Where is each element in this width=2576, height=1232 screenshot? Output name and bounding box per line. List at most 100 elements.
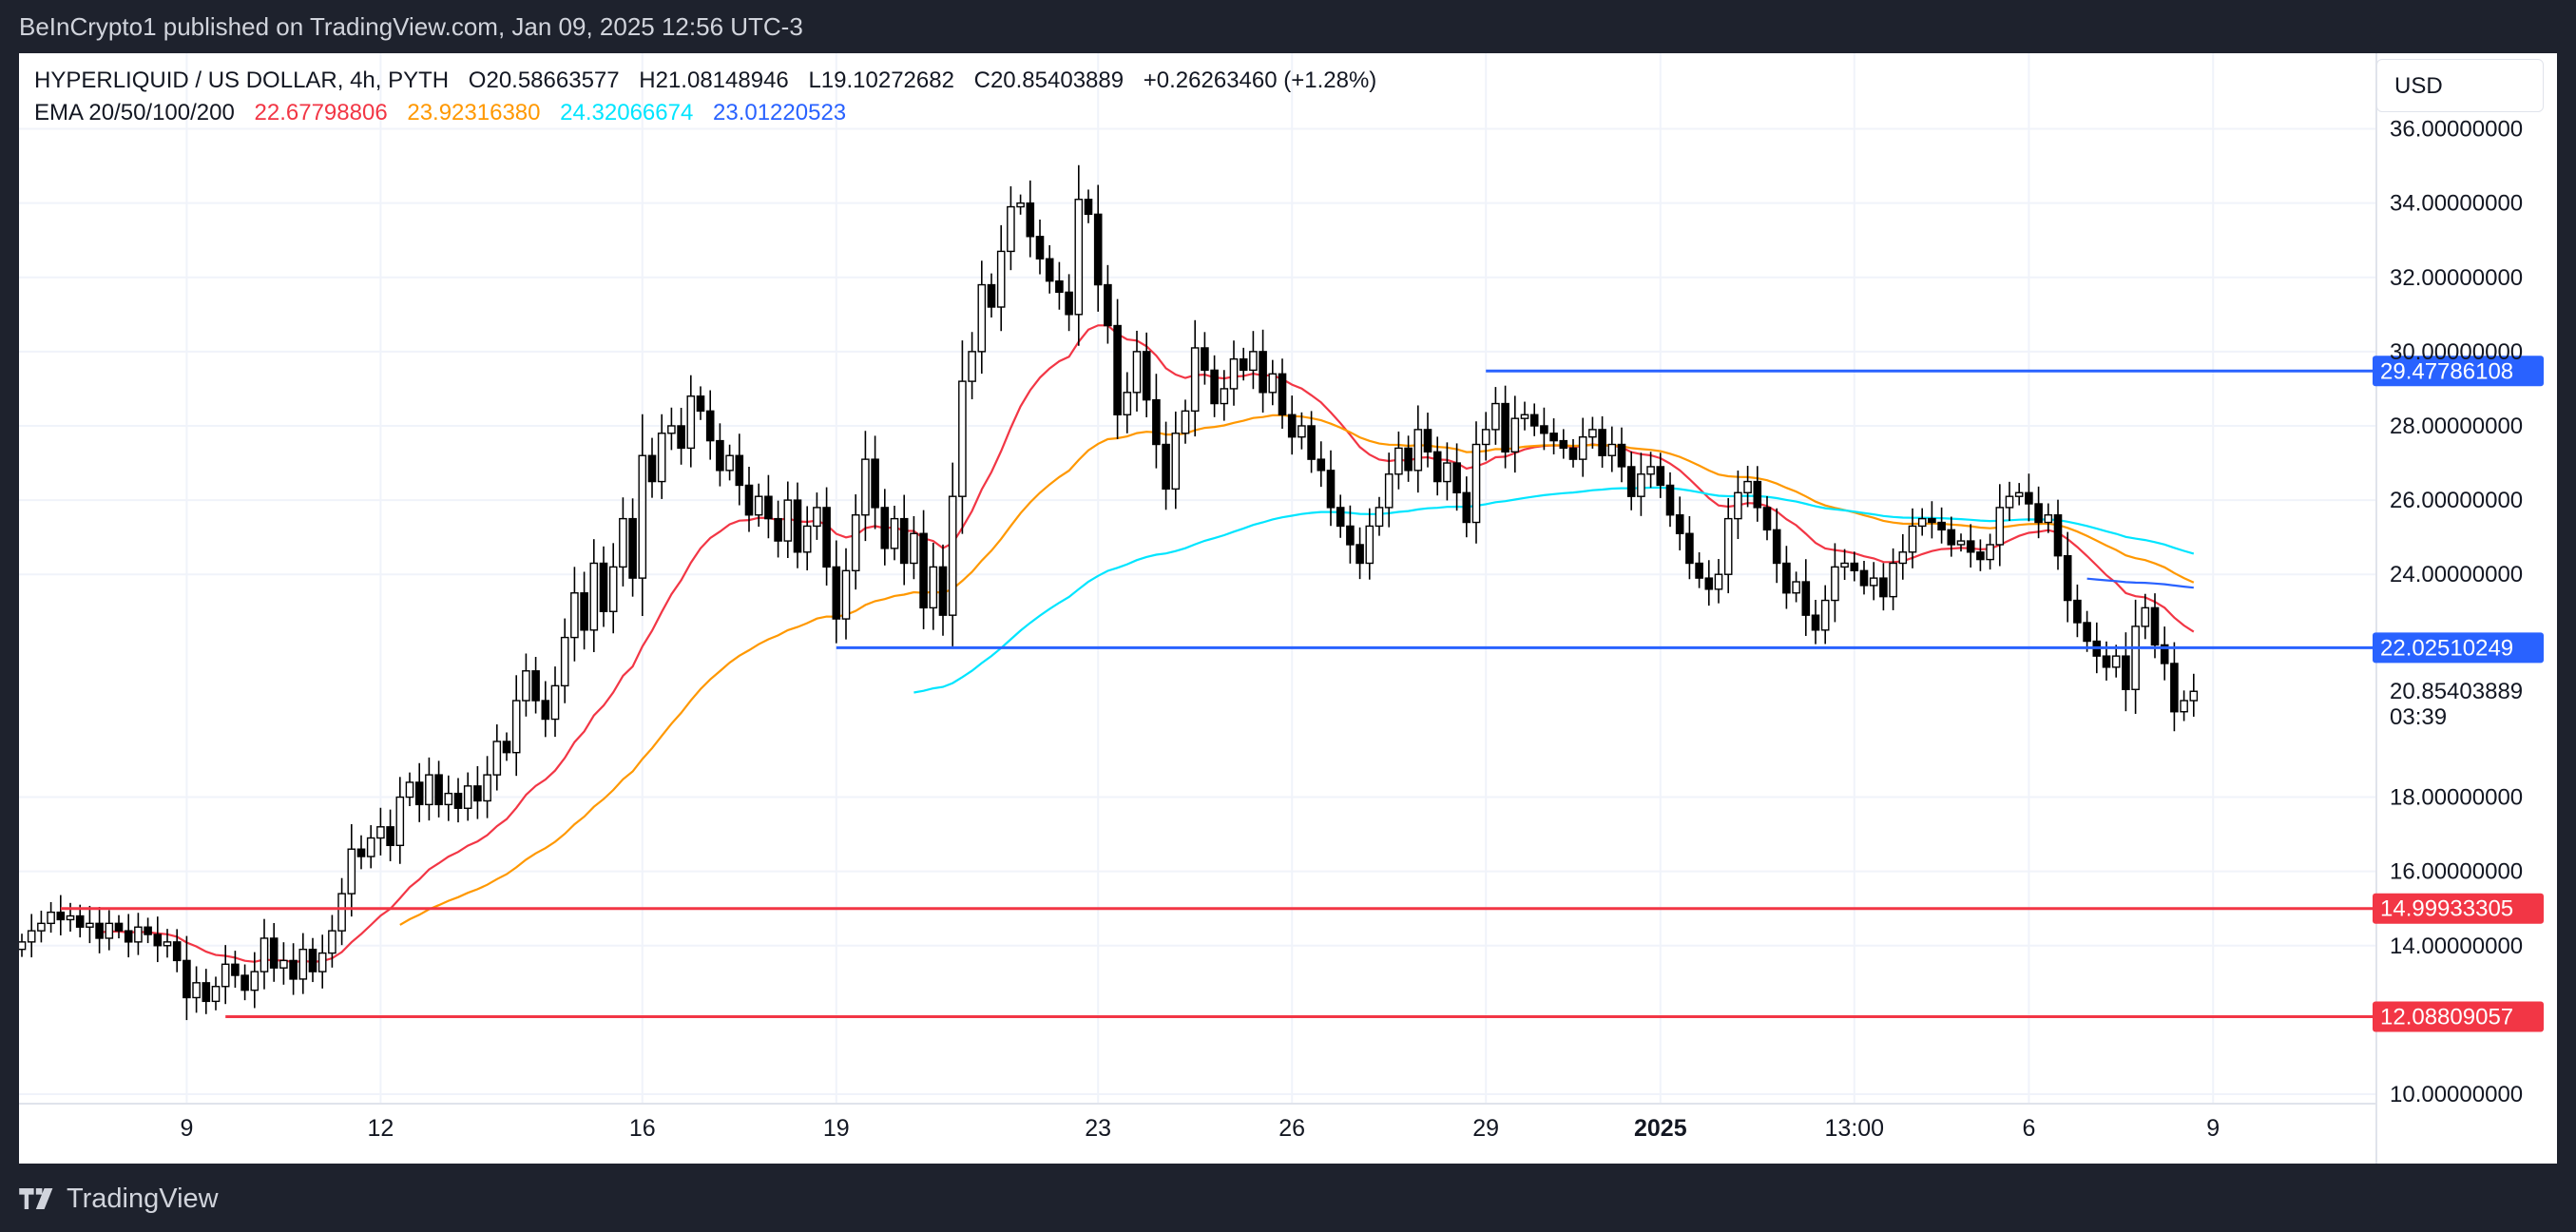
candle <box>628 498 637 597</box>
candle <box>958 340 967 534</box>
candle-body <box>356 848 366 857</box>
candle <box>1675 496 1684 550</box>
ohlc-row: HYPERLIQUID / US DOLLAR, 4h, PYTH O20.58… <box>34 65 1390 97</box>
candle-body <box>1695 562 1703 579</box>
candle-body <box>522 670 530 702</box>
candle-body <box>910 532 918 565</box>
candle <box>1259 329 1267 413</box>
candle-body <box>1278 373 1287 415</box>
candle <box>405 772 414 806</box>
candle-body <box>968 351 976 382</box>
candle-body <box>192 982 201 999</box>
candle <box>541 681 550 738</box>
candle <box>1976 539 1985 571</box>
candle <box>522 653 530 717</box>
candle-body <box>813 507 821 528</box>
candle-body <box>1384 473 1394 509</box>
candle-body <box>1065 291 1073 316</box>
candle <box>735 433 744 506</box>
candle <box>183 935 191 1021</box>
candle <box>473 765 482 819</box>
candle-body <box>211 986 221 1003</box>
candle-body <box>511 700 521 754</box>
symbol-title[interactable]: HYPERLIQUID / US DOLLAR, 4h, PYTH <box>34 67 450 93</box>
candle-body <box>2034 503 2043 524</box>
candle <box>2005 481 2014 521</box>
candle-body <box>802 525 812 553</box>
candle <box>1578 417 1587 477</box>
price-chart[interactable]: 29.47786108 22.02510249 14.99933305 12.0880… <box>19 53 2557 1164</box>
open-value: O20.58663577 <box>468 67 620 93</box>
tradingview-logo[interactable]: TradingView <box>19 1184 219 1214</box>
candle <box>813 492 821 540</box>
candle <box>919 510 928 629</box>
chart-area[interactable]: 29.47786108 22.02510249 14.99933305 12.0880… <box>19 53 2557 1164</box>
ema-label[interactable]: EMA 20/50/100/200 <box>34 100 235 125</box>
candle-body <box>1520 414 1529 419</box>
candle-body <box>1481 429 1490 446</box>
chart-legend: HYPERLIQUID / US DOLLAR, 4h, PYTH O20.58… <box>34 65 1390 129</box>
y-tick-label: 10.00000000 <box>2390 1082 2523 1107</box>
candle-body <box>541 700 550 721</box>
candle <box>1026 180 1035 258</box>
currency-button[interactable]: USD <box>2376 59 2544 112</box>
candle <box>1762 495 1772 541</box>
candle <box>890 506 899 561</box>
candle-body <box>1801 581 1811 616</box>
candle-body <box>1753 480 1762 509</box>
candle-body <box>977 283 987 353</box>
levels: 29.47786108 22.02510249 14.99933305 12.0880… <box>60 356 2544 1032</box>
candle-body <box>696 395 705 413</box>
candle-body <box>463 785 472 809</box>
candle <box>2122 632 2130 712</box>
candle <box>802 506 812 570</box>
candle <box>386 809 394 861</box>
candle <box>560 618 569 703</box>
x-tick-label: 13:00 <box>1825 1115 1885 1142</box>
candle-body <box>405 781 414 799</box>
candle <box>1491 387 1500 445</box>
candle <box>647 437 657 498</box>
candle-body <box>1307 425 1316 460</box>
candle-body <box>1772 529 1781 565</box>
candle-body <box>337 893 346 932</box>
candle <box>1452 443 1461 511</box>
candle-body <box>260 937 269 972</box>
candle <box>1704 560 1714 606</box>
candle-body <box>1646 466 1655 475</box>
candle-body <box>221 963 230 988</box>
candle-body <box>2131 626 2140 690</box>
candle <box>425 757 433 821</box>
candle-body <box>1637 473 1645 497</box>
candle-body <box>1617 443 1626 468</box>
candle <box>414 762 424 822</box>
candle-body <box>735 454 744 487</box>
candle <box>1559 429 1568 459</box>
candle-body <box>86 922 94 928</box>
candle-body <box>1413 429 1423 472</box>
candle <box>1220 370 1229 421</box>
candle <box>1637 452 1645 516</box>
candle <box>27 914 36 958</box>
published-text: BeInCrypto1 published on TradingView.com… <box>19 12 803 41</box>
candle-body <box>2102 655 2111 668</box>
candle-body <box>1035 236 1045 260</box>
candle-body <box>1743 480 1752 493</box>
candle-body <box>793 499 802 553</box>
candle <box>570 567 579 662</box>
candle <box>580 571 588 650</box>
candle <box>1869 562 1878 601</box>
candle-body <box>2180 700 2188 713</box>
candle <box>1753 466 1762 522</box>
y-tick-label: 18.00000000 <box>2390 785 2523 811</box>
candle-body <box>1491 402 1500 431</box>
candle-body <box>619 517 627 568</box>
candle <box>1995 484 2005 567</box>
candle <box>1665 472 1675 528</box>
candle <box>492 724 502 791</box>
candle <box>1413 405 1423 493</box>
candle-body <box>492 741 502 776</box>
candle <box>2014 483 2024 506</box>
candle-body <box>1317 458 1326 472</box>
candle <box>114 914 124 939</box>
